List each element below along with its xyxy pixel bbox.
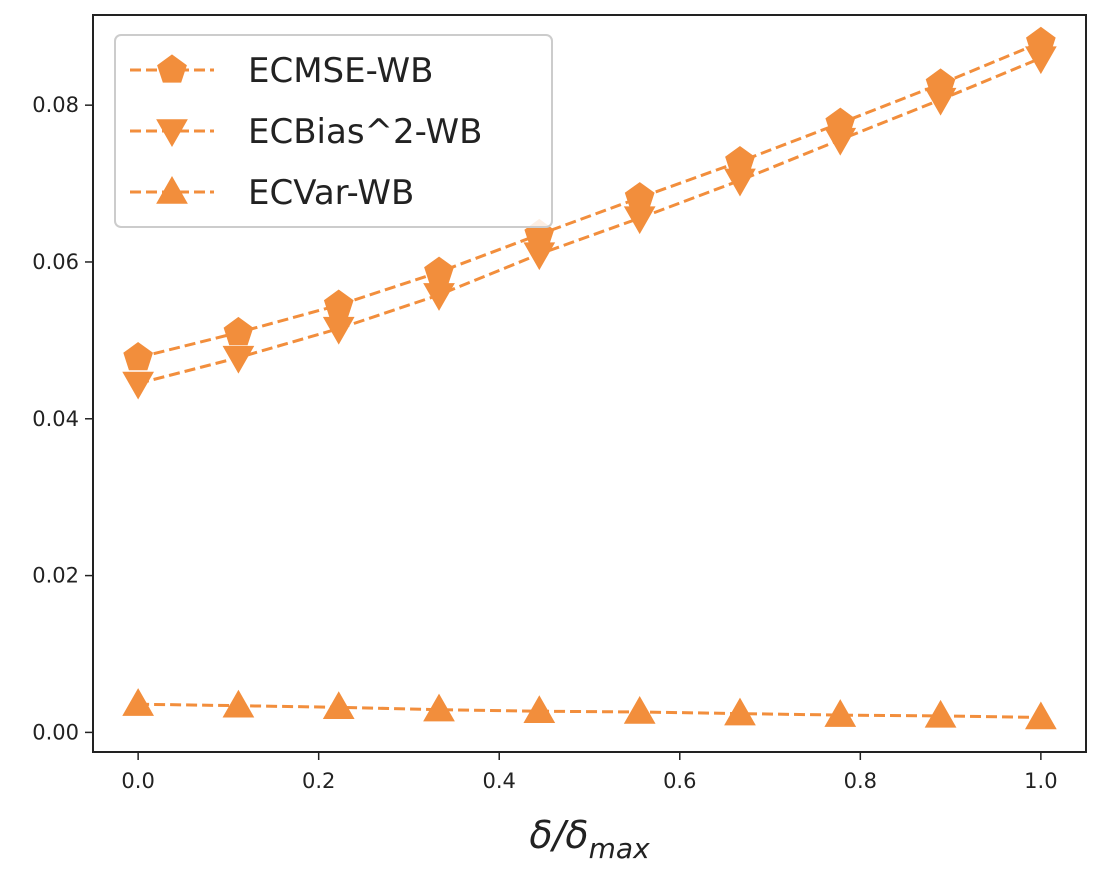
- data-point: [924, 87, 957, 116]
- x-tick-label: 0.2: [302, 769, 335, 793]
- data-point: [424, 256, 454, 285]
- series-layer: [122, 26, 1057, 730]
- data-point: [222, 345, 255, 374]
- y-tick-label: 0.08: [32, 93, 79, 117]
- x-tick-label: 0.6: [663, 769, 696, 793]
- data-point: [523, 695, 556, 723]
- data-point: [123, 341, 153, 371]
- data-point: [824, 127, 857, 156]
- x-tick-label: 0.4: [483, 769, 516, 793]
- data-point: [222, 689, 255, 718]
- series-line: [138, 702, 1041, 719]
- x-axis-label-subscript: max: [589, 832, 650, 865]
- legend-marker: [156, 175, 188, 204]
- legend: ECMSE-WB ECBias^2-WB ECVar-WB: [114, 34, 553, 228]
- legend-marker: [157, 54, 187, 83]
- series-ECVar-WB: [122, 688, 1057, 730]
- y-tick-label: 0.00: [32, 720, 79, 744]
- data-point: [223, 316, 254, 346]
- data-point: [1024, 701, 1057, 730]
- legend-box: [114, 34, 553, 228]
- data-point: [423, 283, 455, 311]
- data-point: [322, 316, 355, 345]
- data-point: [824, 699, 857, 727]
- series-ECBias^2-WB: [122, 46, 1057, 400]
- axis-layer: 0.0 0.2 0.4 0.6 0.8 1.0 0.00 0.02 0.04 0.06 0.08: [32, 93, 1057, 793]
- x-tick-label: 0.0: [121, 769, 154, 793]
- data-point: [1024, 46, 1057, 75]
- legend-label: ECVar-WB: [248, 173, 414, 213]
- data-point: [122, 371, 154, 400]
- y-tick-label: 0.02: [32, 564, 79, 588]
- legend-label: ECMSE-WB: [248, 51, 433, 91]
- data-point: [623, 206, 656, 235]
- plot-frame: [92, 14, 1087, 753]
- legend-marker: [156, 119, 188, 148]
- y-tick-label: 0.04: [32, 407, 79, 431]
- data-point: [724, 168, 756, 197]
- x-axis-label-main: δ/δ: [529, 813, 588, 857]
- data-point: [122, 688, 154, 716]
- x-axis-label: δ/δmax: [529, 813, 650, 865]
- y-tick-label: 0.06: [32, 250, 79, 274]
- data-point: [724, 697, 756, 726]
- data-point: [624, 182, 655, 211]
- x-tick-label: 1.0: [1024, 769, 1057, 793]
- data-point: [423, 693, 455, 722]
- x-tick-label: 0.8: [844, 769, 877, 793]
- series-line: [137, 41, 1042, 360]
- legend-label: ECBias^2-WB: [248, 112, 483, 152]
- data-point: [323, 289, 354, 318]
- data-point: [623, 696, 656, 724]
- data-point: [523, 242, 556, 271]
- data-point: [322, 691, 355, 720]
- data-point: [924, 699, 957, 728]
